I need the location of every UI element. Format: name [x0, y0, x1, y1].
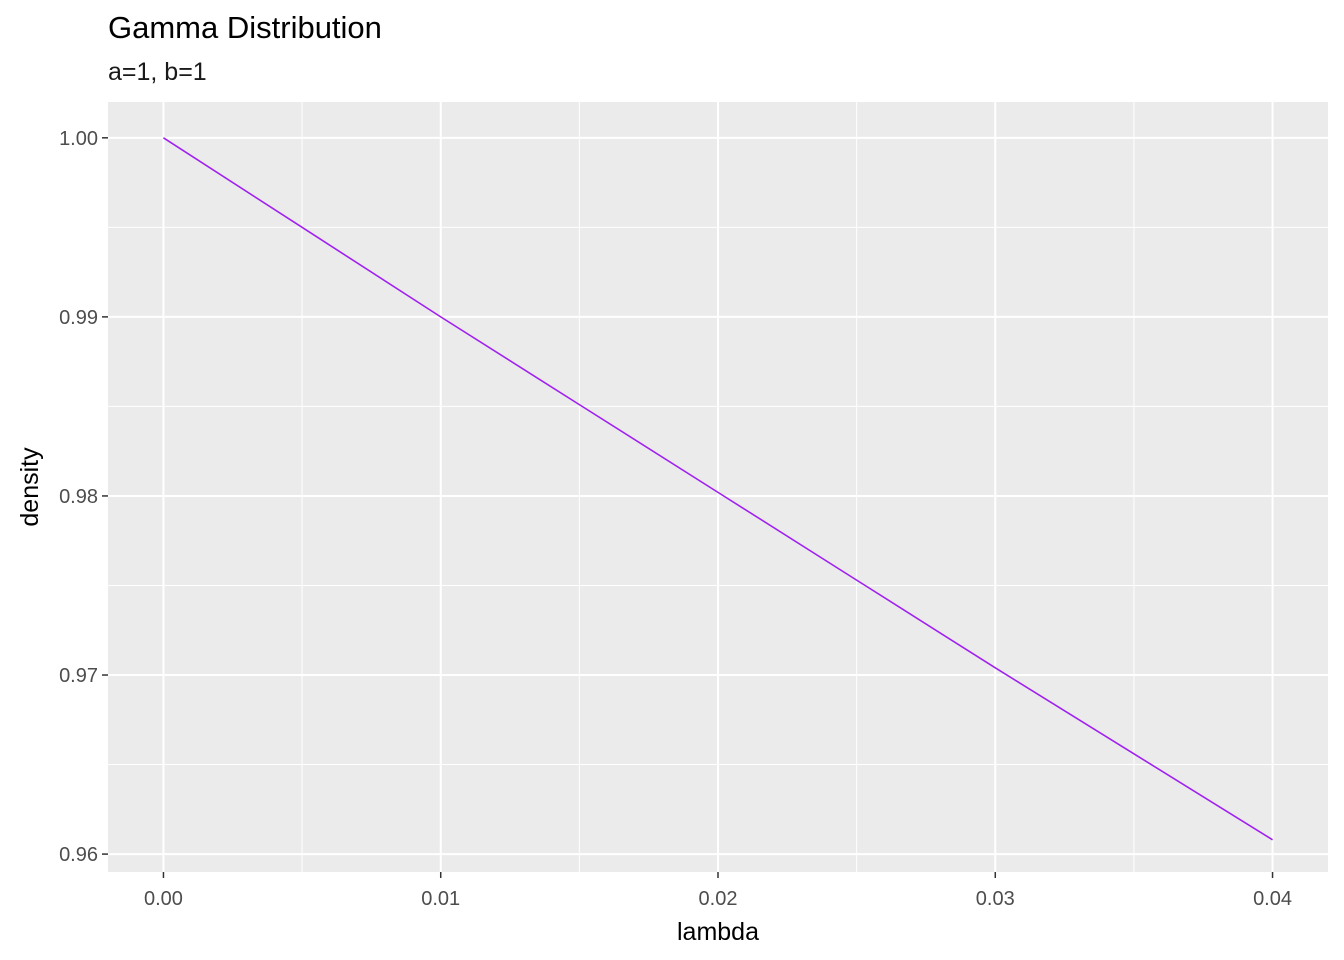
y-tick-label: 0.96	[59, 844, 98, 866]
y-tick-label: 1.00	[59, 128, 98, 150]
y-tick-label: 0.99	[59, 307, 98, 329]
x-tick-label: 0.01	[421, 888, 460, 910]
series-layer	[163, 137, 1273, 841]
x-axis: 0.00 0.01 0.02 0.03 0.04	[144, 872, 1292, 910]
y-tick-label: 0.98	[59, 486, 98, 508]
chart-title: Gamma Distribution	[108, 10, 382, 45]
x-tick-label: 0.02	[699, 888, 738, 910]
series-line	[163, 137, 1273, 841]
y-tick-label: 0.97	[59, 665, 98, 687]
y-axis: 0.96 0.97 0.98 0.99 1.00	[59, 128, 108, 866]
x-tick-label: 0.04	[1253, 888, 1292, 910]
x-tick-label: 0.00	[144, 888, 183, 910]
y-axis-title: density	[16, 447, 44, 527]
grid-major	[108, 102, 1328, 872]
x-axis-title: lambda	[677, 918, 759, 946]
chart-subtitle: a=1, b=1	[108, 58, 207, 86]
x-tick-label: 0.03	[976, 888, 1015, 910]
